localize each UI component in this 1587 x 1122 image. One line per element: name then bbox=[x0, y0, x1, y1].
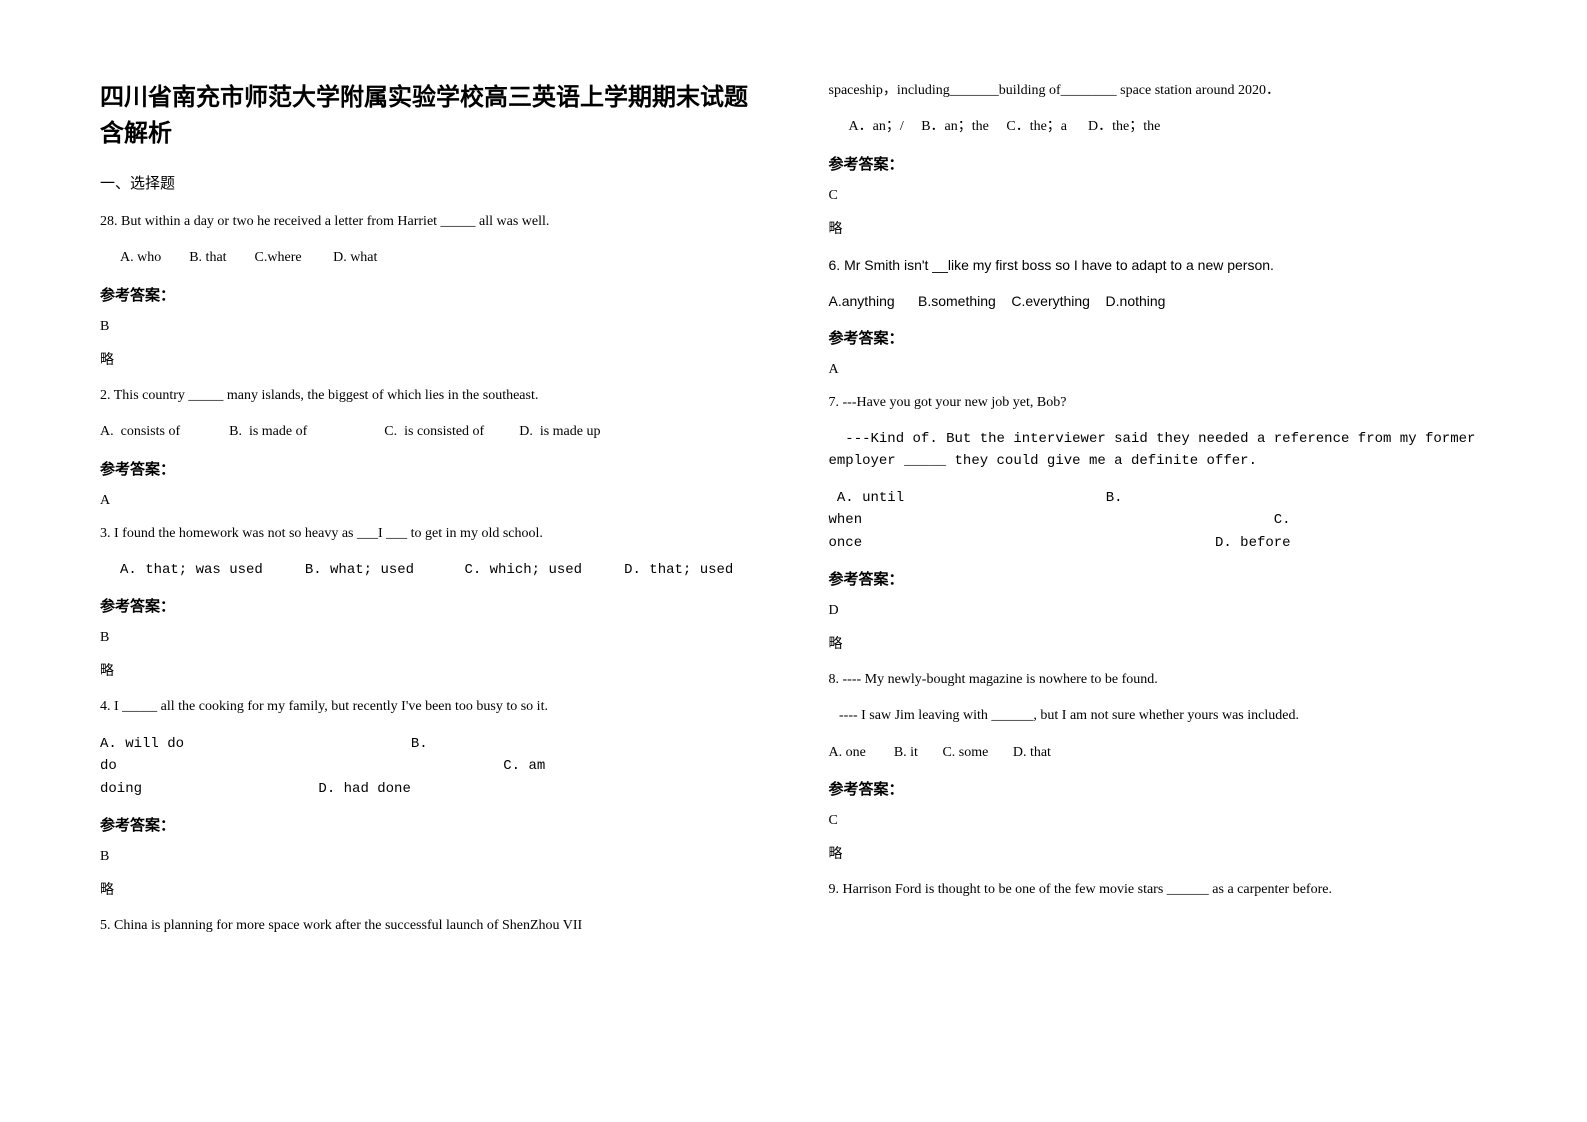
question-6-options: A.anything B.something C.everything D.no… bbox=[829, 290, 1498, 312]
question-1-options: A. who B. that C.where D. what bbox=[100, 247, 769, 269]
question-5-answer: C bbox=[829, 188, 1498, 204]
answer-label: 参考答案： bbox=[829, 568, 1498, 589]
question-1-answer: B bbox=[100, 319, 769, 335]
answer-label: 参考答案： bbox=[829, 153, 1498, 174]
question-5: 5. China is planning for more space work… bbox=[100, 915, 769, 937]
note: 略 bbox=[829, 843, 1498, 863]
question-4-options: A. will do B. do C. am doing D. had done bbox=[100, 733, 769, 800]
question-8: 8. ---- My newly-bought magazine is nowh… bbox=[829, 669, 1498, 691]
note: 略 bbox=[829, 633, 1498, 653]
question-6: 6. Mr Smith isn't __like my first boss s… bbox=[829, 254, 1498, 276]
question-4: 4. I _____ all the cooking for my family… bbox=[100, 696, 769, 718]
note: 略 bbox=[100, 660, 769, 680]
document-title: 四川省南充市师范大学附属实验学校高三英语上学期期末试题含解析 bbox=[100, 80, 769, 152]
question-4-answer: B bbox=[100, 849, 769, 865]
question-3-options: A. that; was used B. what; used C. which… bbox=[100, 559, 769, 581]
answer-label: 参考答案： bbox=[100, 814, 769, 835]
question-6-answer: A bbox=[829, 362, 1498, 378]
question-7-text2: ---Kind of. But the interviewer said the… bbox=[829, 428, 1498, 473]
question-5-options: A．an；/ B．an；the C．the；a D．the；the bbox=[829, 116, 1498, 138]
question-9: 9. Harrison Ford is thought to be one of… bbox=[829, 879, 1498, 901]
left-column: 四川省南充市师范大学附属实验学校高三英语上学期期末试题含解析 一、选择题 28.… bbox=[100, 80, 769, 1082]
answer-label: 参考答案： bbox=[100, 284, 769, 305]
question-3-answer: B bbox=[100, 630, 769, 646]
question-8-options: A. one B. it C. some D. that bbox=[829, 742, 1498, 764]
question-7-answer: D bbox=[829, 603, 1498, 619]
question-2-options: A. consists of B. is made of C. is consi… bbox=[100, 421, 769, 443]
answer-label: 参考答案： bbox=[100, 458, 769, 479]
question-8-text2: ---- I saw Jim leaving with ______, but … bbox=[829, 705, 1498, 727]
answer-label: 参考答案： bbox=[829, 327, 1498, 348]
question-7: 7. ---Have you got your new job yet, Bob… bbox=[829, 392, 1498, 414]
answer-label: 参考答案： bbox=[829, 778, 1498, 799]
answer-label: 参考答案： bbox=[100, 595, 769, 616]
note: 略 bbox=[100, 349, 769, 369]
question-3: 3. I found the homework was not so heavy… bbox=[100, 523, 769, 545]
question-8-answer: C bbox=[829, 813, 1498, 829]
note: 略 bbox=[829, 218, 1498, 238]
right-column: spaceship，including_______building of___… bbox=[829, 80, 1498, 1082]
section-header: 一、选择题 bbox=[100, 172, 769, 193]
note: 略 bbox=[100, 879, 769, 899]
question-7-options: A. until B. when C. once D. before bbox=[829, 487, 1498, 554]
question-5-cont: spaceship，including_______building of___… bbox=[829, 80, 1498, 102]
question-2-answer: A bbox=[100, 493, 769, 509]
question-2: 2. This country _____ many islands, the … bbox=[100, 385, 769, 407]
question-1: 28. But within a day or two he received … bbox=[100, 211, 769, 233]
